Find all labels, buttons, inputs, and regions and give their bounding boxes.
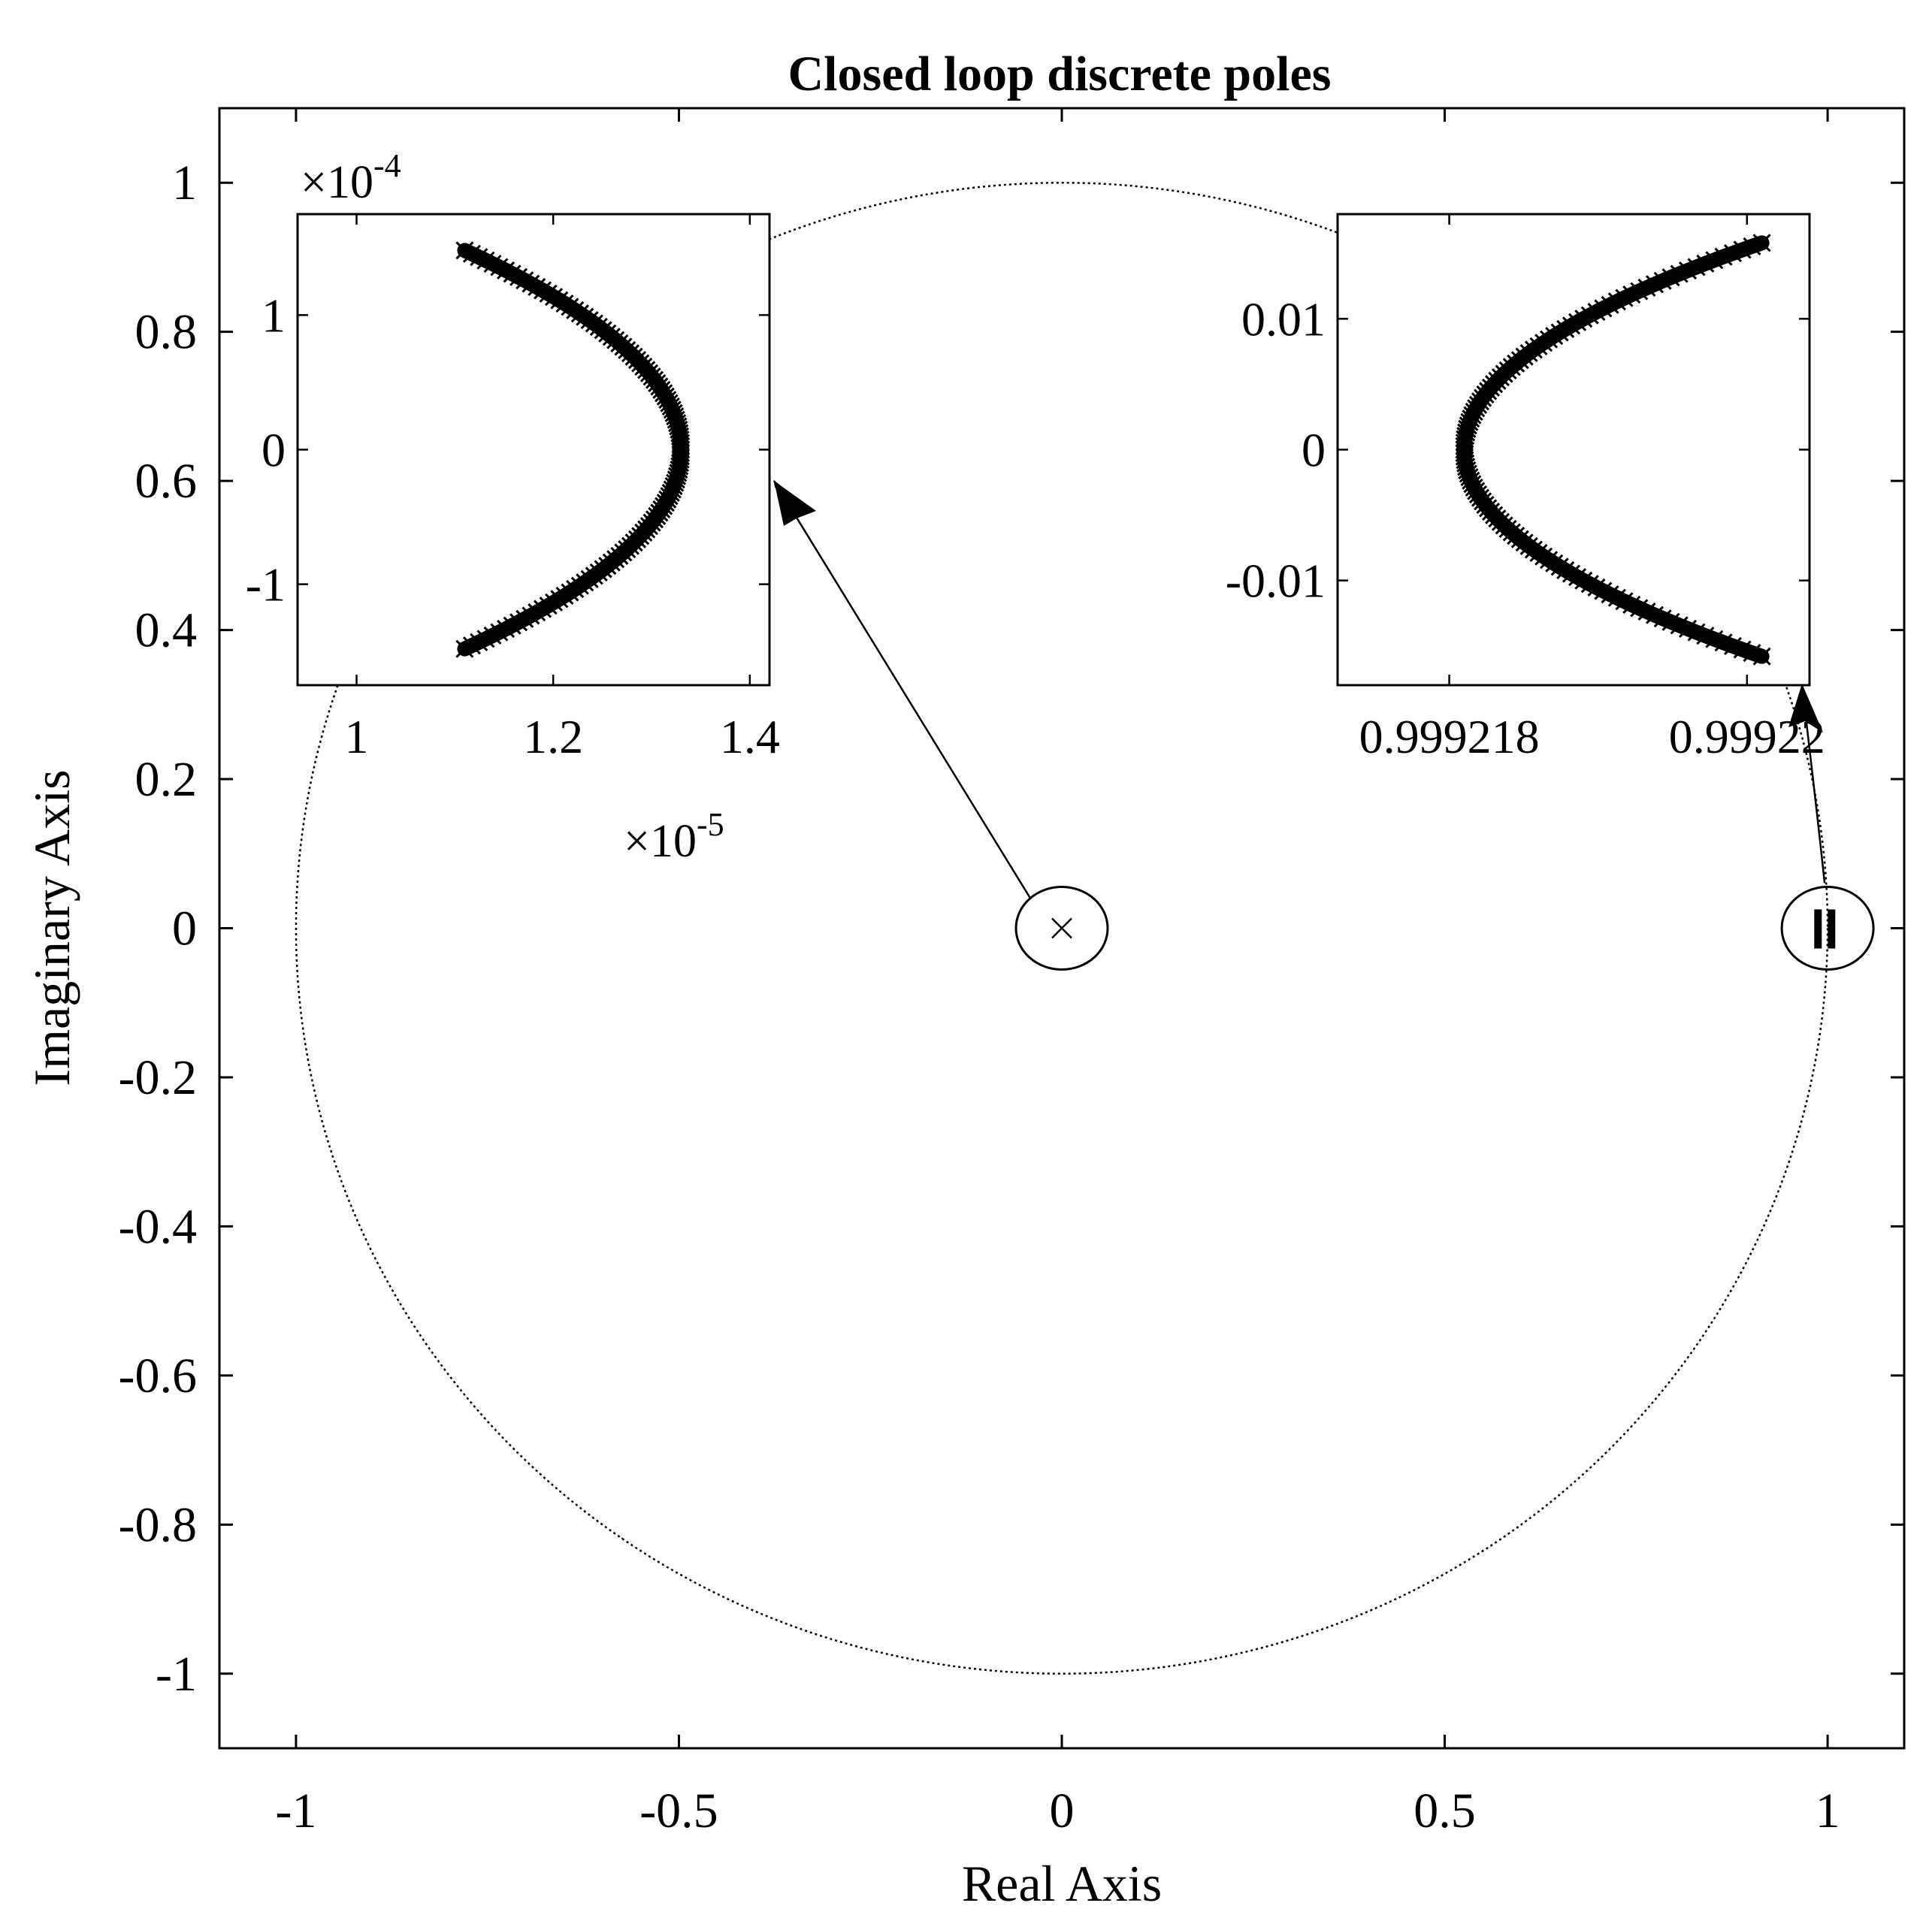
inset-right-frame — [1336, 213, 1811, 687]
y-tick-label: 1 — [172, 156, 197, 210]
inset-right-pole-curve — [1455, 234, 1771, 666]
inset-x-tick-label: 1.4 — [720, 710, 780, 763]
inset-left-tick-labels: 1 1.2 1.4 1 0 -1 — [246, 288, 780, 763]
y-tick-label: 0.6 — [135, 454, 198, 509]
y-axis-label: Imaginary Axis — [23, 769, 80, 1086]
arrowhead-right — [1788, 684, 1823, 732]
inset-y-tick-label: 1 — [262, 288, 286, 342]
x-tick-label: -0.5 — [639, 1784, 718, 1838]
inset-y-tick-label: 0.01 — [1241, 292, 1326, 346]
x-tick-label: -1 — [275, 1784, 316, 1838]
y-tick-label: 0.8 — [135, 305, 198, 360]
inset-right-ticks — [1338, 214, 1810, 685]
annotation-arrows — [772, 480, 1826, 899]
inset-x-tick-label: 1.2 — [523, 710, 583, 763]
main-y-tick-labels: 1 0.8 0.6 0.4 0.2 0 -0.2 -0.4 -0.6 -0.8 -1 — [119, 156, 197, 1702]
highlight-ellipse — [1780, 886, 1875, 971]
inset-y-tick-label: -1 — [246, 558, 286, 612]
inset-left-y-multiplier: ×10-4 — [301, 147, 401, 208]
main-y-ticks — [219, 181, 1904, 1675]
inset-x-tick-label: 0.999218 — [1359, 710, 1540, 763]
highlight-ellipses — [1014, 886, 1875, 971]
y-tick-label: -0.8 — [119, 1497, 197, 1552]
inset-x-tick-label: 0.99922 — [1669, 710, 1825, 763]
y-tick-label: 0.2 — [135, 752, 198, 807]
inset-y-tick-label: -0.01 — [1226, 554, 1326, 608]
main-pole-markers — [1051, 909, 1836, 949]
chart-title: Closed loop discrete poles — [788, 47, 1332, 101]
y-tick-label: -0.4 — [119, 1199, 197, 1254]
inset-left: 1 1.2 1.4 1 0 -1 ×10-4 ×10-5 — [246, 147, 780, 867]
pole-cluster-bar — [1814, 909, 1822, 949]
y-tick-label: 0 — [172, 902, 197, 956]
y-tick-label: -0.2 — [119, 1050, 197, 1105]
main-x-tick-labels: -1 -0.5 0 0.5 1 — [275, 1784, 1840, 1838]
inset-y-tick-label: 0 — [262, 424, 286, 477]
x-axis-label: Real Axis — [962, 1855, 1162, 1911]
main-x-ticks — [295, 108, 1829, 1748]
pole-cluster-bar — [1828, 909, 1836, 949]
y-tick-label: 0.4 — [135, 603, 198, 658]
x-tick-label: 0.5 — [1413, 1784, 1476, 1838]
y-tick-label: -1 — [156, 1647, 197, 1702]
inset-right-tick-labels: 0.999218 0.99922 0.01 0 -0.01 — [1226, 292, 1825, 763]
inset-left-x-multiplier: ×10-5 — [624, 806, 724, 867]
inset-x-tick-label: 1 — [345, 710, 369, 763]
y-tick-label: -0.6 — [119, 1349, 197, 1403]
pole-curve-band — [457, 243, 689, 657]
pole-cross-stroke — [1051, 917, 1072, 939]
arrow-to-left-inset — [772, 480, 1032, 899]
pole-curve-band — [1456, 235, 1770, 664]
inset-left-pole-curve — [455, 241, 691, 658]
x-tick-label: 0 — [1050, 1784, 1075, 1838]
pole-origin-marker — [1051, 917, 1072, 939]
arrowhead-left — [774, 481, 816, 526]
x-tick-label: 1 — [1816, 1784, 1840, 1838]
inset-left-ticks — [298, 214, 769, 685]
highlight-ellipse — [1014, 886, 1109, 971]
inset-right: 0.999218 0.99922 0.01 0 -0.01 — [1226, 213, 1825, 763]
unit-circle — [295, 181, 1829, 1675]
inset-y-tick-label: 0 — [1302, 424, 1326, 477]
